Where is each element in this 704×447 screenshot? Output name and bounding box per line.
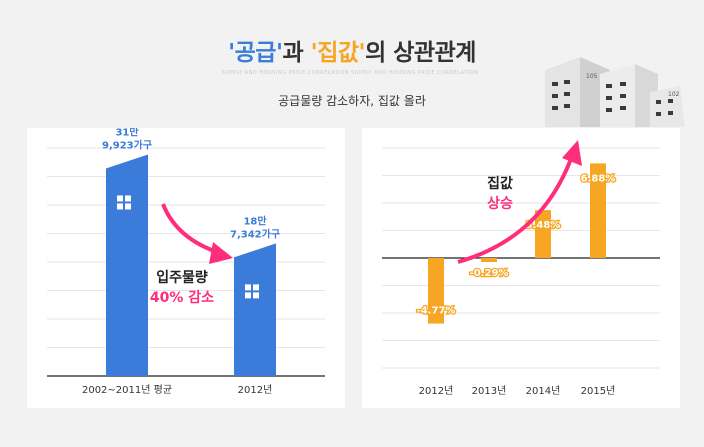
annotation-text: 입주물량 [156,270,208,286]
data-label: 7,342가구 [230,227,280,240]
subtitle: 공급물량 감소하자, 집값 올라 [278,94,426,108]
bar [535,210,551,258]
data-label: -4.77% [417,306,456,317]
price-chart-panel: -4.77% 2012년 -0.29% 2013년 3.48% 2014년 6.88% 201… [362,128,680,408]
annotation-highlight: 상승 [487,196,513,212]
title-supply: '공급' [228,40,283,66]
supply-chart-panel: 31만 9,923가구 2002~2011년 평균 18만 7,342가구 2012년 입주… [27,128,345,408]
title-price: '집값' [310,40,366,66]
category-label: 2012년 [419,385,454,397]
bar-window-icon [245,284,251,291]
apartment-buildings-illustration: 105 102 [545,57,685,127]
category-label: 2015년 [581,385,616,397]
data-label: 9,923가구 [102,138,152,151]
building-label-102: 102 [668,91,680,98]
title-rest: 의 상관관계 [365,40,476,66]
bar [590,163,606,258]
bar-window-icon [117,203,123,210]
decorative-text: SUPPLY AND HOUSING PRICE CORRELATION SUP… [221,70,479,76]
bar-window-icon [253,292,259,299]
category-label: 2014년 [526,385,561,397]
annotation-text: 집값 [487,175,513,192]
category-label: 2012년 [238,384,273,396]
annotation-highlight: 40% 감소 [150,289,214,306]
data-label: 31만 [115,128,139,138]
data-label: 3.48% [526,220,561,231]
bar [234,243,276,376]
bar [481,258,497,262]
bar-window-icon [125,195,131,202]
bar-window-icon [117,195,123,202]
data-label: 18만 [243,214,267,227]
bar-window-icon [253,284,259,291]
data-label: -0.29% [470,268,509,279]
bar [106,154,148,376]
bar [428,258,444,324]
title-connector: 과 [282,40,311,66]
increase-arrow [457,155,574,264]
building-label-105: 105 [586,73,598,80]
bar-window-icon [125,203,131,210]
increase-arrow-head [562,140,582,166]
bar-window-icon [245,292,251,299]
price-chart: -4.77% 2012년 -0.29% 2013년 3.48% 2014년 6.88% 201… [382,140,660,397]
category-label: 2002~2011년 평균 [82,384,172,396]
category-label: 2013년 [472,385,507,397]
data-label: 6.88% [581,173,616,184]
page-title: '공급'과 '집값'의 상관관계 [0,33,704,67]
decrease-arrow-head [209,242,233,264]
